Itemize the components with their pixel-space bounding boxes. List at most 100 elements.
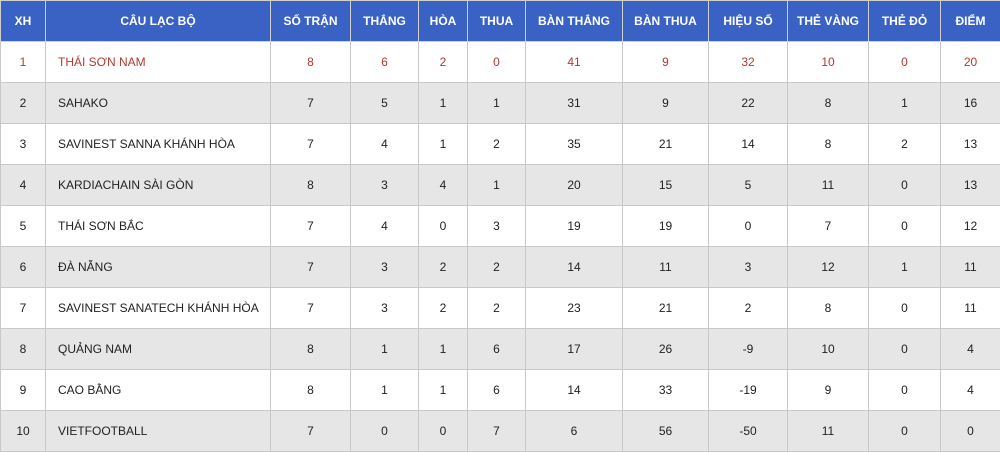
- table-cell: 0: [868, 205, 941, 247]
- table-cell: 2: [418, 41, 468, 83]
- table-cell: 2: [467, 123, 526, 165]
- table-cell: 19: [525, 205, 623, 247]
- column-header: ĐIỂM: [940, 0, 1000, 42]
- table-cell: 5: [350, 82, 419, 124]
- table-cell: 9: [622, 82, 709, 124]
- table-cell: 3: [708, 246, 788, 288]
- column-header: THẺ ĐỎ: [868, 0, 941, 42]
- table-cell: 4: [350, 205, 419, 247]
- table-cell: 7: [270, 82, 351, 124]
- table-cell: 3: [350, 246, 419, 288]
- table-cell: 15: [622, 164, 709, 206]
- table-cell: 1: [350, 328, 419, 370]
- club-name: SAHAKO: [45, 82, 271, 124]
- table-cell: 8: [787, 123, 869, 165]
- table-cell: 2: [418, 246, 468, 288]
- table-cell: 56: [622, 410, 709, 452]
- table-cell: 11: [787, 410, 869, 452]
- table-cell: 7: [270, 287, 351, 329]
- table-cell: 1: [868, 246, 941, 288]
- table-cell: 9: [787, 369, 869, 411]
- table-cell: 6: [467, 328, 526, 370]
- club-name: SAVINEST SANNA KHÁNH HÒA: [45, 123, 271, 165]
- table-cell: 2: [467, 287, 526, 329]
- table-cell: 6: [350, 41, 419, 83]
- column-header: THUA: [467, 0, 526, 42]
- table-row: 10 VIETFOOTBALL 7 0 0 7 6 56 -50 11 0 0: [0, 410, 1000, 452]
- table-cell: 21: [622, 123, 709, 165]
- club-name: THÁI SƠN BẮC: [45, 205, 271, 247]
- column-header: THẺ VÀNG: [787, 0, 869, 42]
- table-cell: 8: [787, 287, 869, 329]
- table-row: 5 THÁI SƠN BẮC 7 4 0 3 19 19 0 7 0 12: [0, 205, 1000, 247]
- column-header: SỐ TRẬN: [270, 0, 351, 42]
- table-cell: 22: [708, 82, 788, 124]
- table-cell: 13: [940, 164, 1000, 206]
- table-cell: 3: [0, 123, 46, 165]
- table-cell: 31: [525, 82, 623, 124]
- table-row: 3 SAVINEST SANNA KHÁNH HÒA 7 4 1 2 35 21 14 8 2 13: [0, 123, 1000, 165]
- table-cell: 14: [708, 123, 788, 165]
- table-row: 8 QUẢNG NAM 8 1 1 6 17 26 -9 10 0 4: [0, 328, 1000, 370]
- table-cell: 10: [787, 328, 869, 370]
- table-body: 1 THÁI SƠN NAM 8 6 2 0 41 9 32 10 0 20 2 SAHAKO 7 5 1 1 31…: [0, 41, 1000, 452]
- table-cell: 12: [787, 246, 869, 288]
- column-header: CÂU LẠC BỘ: [45, 0, 271, 42]
- table-cell: 1: [418, 369, 468, 411]
- table-cell: 5: [0, 205, 46, 247]
- table-cell: 8: [270, 328, 351, 370]
- table-cell: 0: [868, 41, 941, 83]
- table-cell: 5: [708, 164, 788, 206]
- table-cell: 41: [525, 41, 623, 83]
- table-cell: 8: [0, 328, 46, 370]
- club-name: QUẢNG NAM: [45, 328, 271, 370]
- table-cell: 7: [0, 287, 46, 329]
- table-cell: 0: [868, 287, 941, 329]
- table-cell: 7: [270, 205, 351, 247]
- table-cell: 6: [467, 369, 526, 411]
- table-cell: 10: [0, 410, 46, 452]
- table-cell: -50: [708, 410, 788, 452]
- table-cell: 7: [270, 246, 351, 288]
- table-cell: 20: [525, 164, 623, 206]
- table-cell: 2: [467, 246, 526, 288]
- table-cell: 4: [350, 123, 419, 165]
- table-cell: 12: [940, 205, 1000, 247]
- table-cell: 8: [270, 164, 351, 206]
- column-header: THẮNG: [350, 0, 419, 42]
- table-row: 4 KARDIACHAIN SÀI GÒN 8 3 4 1 20 15 5 11 0 13: [0, 164, 1000, 206]
- table-cell: 0: [868, 328, 941, 370]
- table-cell: 0: [418, 205, 468, 247]
- table-cell: 6: [525, 410, 623, 452]
- table-cell: 7: [467, 410, 526, 452]
- column-header: HÒA: [418, 0, 468, 42]
- club-name: ĐÀ NẴNG: [45, 246, 271, 288]
- table-cell: 4: [418, 164, 468, 206]
- table-cell: 3: [467, 205, 526, 247]
- table-cell: 20: [940, 41, 1000, 83]
- table-cell: 0: [868, 410, 941, 452]
- table-cell: 0: [418, 410, 468, 452]
- table-cell: 4: [940, 328, 1000, 370]
- table-cell: 8: [787, 82, 869, 124]
- table-cell: 19: [622, 205, 709, 247]
- table-cell: 1: [418, 328, 468, 370]
- table-cell: 14: [525, 369, 623, 411]
- table-cell: 0: [467, 41, 526, 83]
- table-cell: 2: [868, 123, 941, 165]
- table-cell: 1: [868, 82, 941, 124]
- table-cell: 16: [940, 82, 1000, 124]
- club-name: CAO BẰNG: [45, 369, 271, 411]
- table-cell: 8: [270, 369, 351, 411]
- table-cell: 0: [708, 205, 788, 247]
- table-cell: 11: [940, 287, 1000, 329]
- club-name: KARDIACHAIN SÀI GÒN: [45, 164, 271, 206]
- table-row: 6 ĐÀ NẴNG 7 3 2 2 14 11 3 12 1 11: [0, 246, 1000, 288]
- table-cell: 1: [467, 82, 526, 124]
- table-cell: 1: [418, 123, 468, 165]
- table-cell: 9: [0, 369, 46, 411]
- table-cell: 0: [350, 410, 419, 452]
- table-cell: 10: [787, 41, 869, 83]
- club-name: SAVINEST SANATECH KHÁNH HÒA: [45, 287, 271, 329]
